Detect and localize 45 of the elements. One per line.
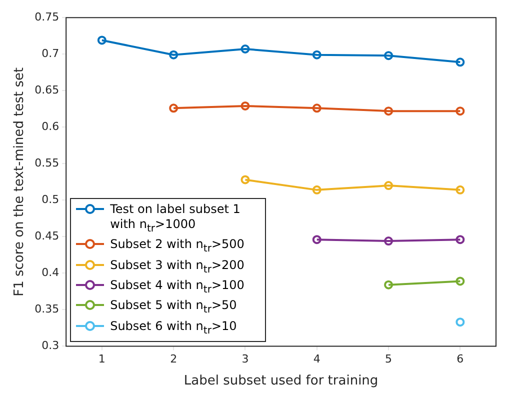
point xyxy=(456,185,465,194)
x-tick-label: 1 xyxy=(98,352,106,366)
point xyxy=(240,44,250,54)
point xyxy=(312,104,322,113)
legend-label: Subset 2 with n$_{tr}$>500 xyxy=(110,237,244,257)
y-tick-label: 0.7 xyxy=(42,46,60,60)
point xyxy=(240,175,250,184)
x-axis-title: Label subset used for training xyxy=(184,374,378,389)
legend-label: Subset 5 with n$_{tr}$>50 xyxy=(110,298,237,318)
x-tick-label: 6 xyxy=(456,352,464,366)
y-tick-label: 0.6 xyxy=(42,120,60,133)
x-tick-label: 3 xyxy=(242,352,249,366)
x-tick-label: 2 xyxy=(170,352,178,366)
point xyxy=(384,280,394,290)
point xyxy=(456,106,465,116)
point xyxy=(384,106,394,116)
y-axis-title: F1 score on the text-mined test set xyxy=(12,67,28,296)
point xyxy=(312,50,322,60)
y-tick-label: 0.3 xyxy=(42,339,60,352)
y-tick-label: 0.55 xyxy=(34,156,60,170)
point xyxy=(456,276,465,286)
y-tick-label: 0.75 xyxy=(34,10,60,24)
point xyxy=(384,181,394,190)
point xyxy=(240,101,250,110)
point xyxy=(312,185,322,194)
point xyxy=(456,235,465,244)
y-tick-label: 0.4 xyxy=(42,266,60,280)
y-tick-label: 0.45 xyxy=(34,230,60,243)
point xyxy=(169,50,178,60)
legend-label: Test on label subset 1 with n$_{tr}$>1000 xyxy=(110,202,242,236)
point xyxy=(384,51,394,60)
legend-label: Subset 6 with n$_{tr}$>10 xyxy=(110,318,237,338)
point xyxy=(169,104,178,113)
legend-label: Subset 4 with n$_{tr}$>100 xyxy=(110,278,244,298)
y-tick-label: 0.35 xyxy=(34,302,60,316)
legend-label: Subset 3 with n$_{tr}$>200 xyxy=(110,258,244,278)
point xyxy=(312,235,322,244)
y-tick-label: 0.65 xyxy=(34,83,60,96)
point xyxy=(384,236,394,246)
y-tick-label: 0.5 xyxy=(42,193,60,206)
point xyxy=(97,36,106,45)
x-tick-label: 5 xyxy=(385,352,392,366)
point xyxy=(456,58,465,67)
point xyxy=(456,318,465,327)
x-tick-label: 4 xyxy=(313,352,320,366)
